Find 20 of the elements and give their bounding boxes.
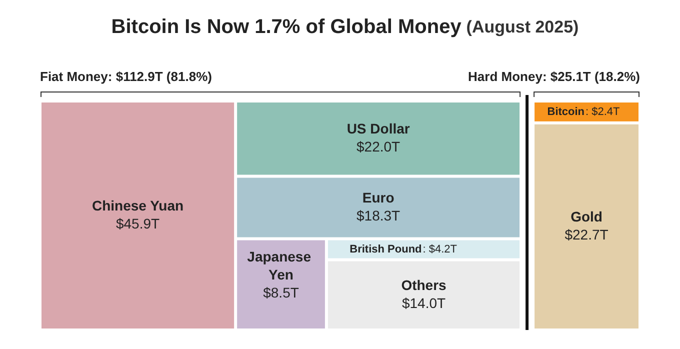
category-label: US Dollar — [346, 120, 410, 137]
text: Hard Money: $25.1T (18.2%) — [468, 69, 640, 84]
data-label: : $4.2T — [422, 243, 458, 256]
data-label: : $2.4T — [586, 106, 620, 118]
data-label: $22.0T — [356, 138, 401, 155]
data-label: $14.0T — [402, 294, 446, 311]
category-label: Others — [401, 276, 447, 293]
category-label: Euro — [362, 189, 394, 206]
category-label: Bitcoin — [547, 106, 585, 118]
category-label: Japanese Yen — [247, 248, 315, 282]
text: (August 2025) — [466, 18, 579, 36]
data-label: $22.7T — [564, 226, 609, 242]
data-label: $8.5T — [263, 284, 300, 300]
category-label: Gold — [570, 208, 602, 224]
text: Fiat Money: $112.9T (81.8%) — [40, 69, 212, 84]
category-label: Chinese Yuan — [92, 198, 184, 214]
data-label: $18.3T — [356, 207, 401, 224]
data-label: $45.9T — [116, 216, 160, 232]
text: Bitcoin Is Now 1.7% of Global Money — [111, 16, 462, 38]
category-label: British Pound — [350, 243, 422, 256]
